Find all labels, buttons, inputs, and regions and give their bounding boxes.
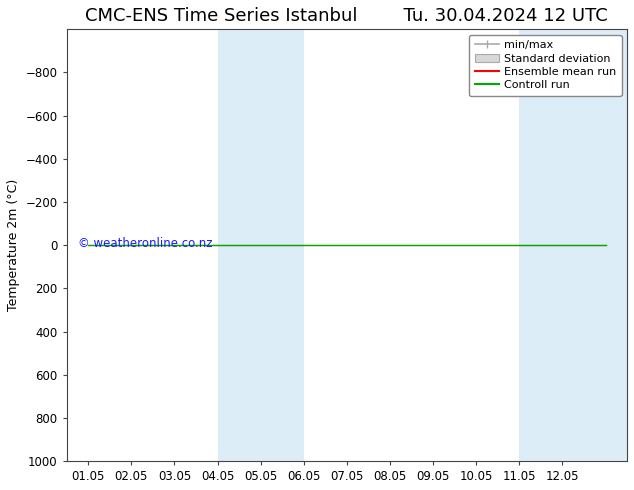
- Legend: min/max, Standard deviation, Ensemble mean run, Controll run: min/max, Standard deviation, Ensemble me…: [469, 35, 621, 96]
- Title: CMC-ENS Time Series Istanbul        Tu. 30.04.2024 12 UTC: CMC-ENS Time Series Istanbul Tu. 30.04.2…: [86, 7, 608, 25]
- Bar: [217, 29, 261, 461]
- Text: © weatheronline.co.nz: © weatheronline.co.nz: [78, 237, 212, 250]
- Y-axis label: Temperature 2m (°C): Temperature 2m (°C): [7, 179, 20, 311]
- Bar: [261, 29, 304, 461]
- Bar: [519, 29, 627, 461]
